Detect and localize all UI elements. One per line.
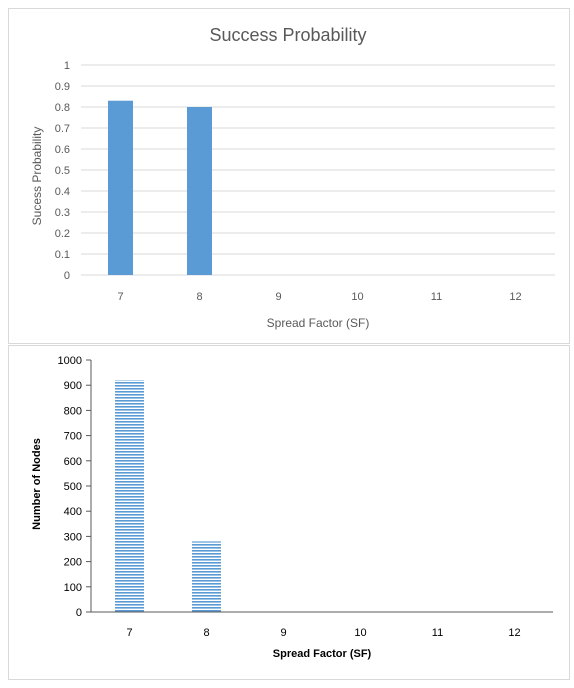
chart-title: Success Probability — [209, 25, 366, 45]
x-tick-label: 12 — [509, 291, 521, 303]
y-tick-label: 300 — [64, 531, 82, 543]
y-tick-label: 0.4 — [55, 186, 70, 198]
bar-sf-7 — [108, 100, 133, 275]
x-tick-label: 7 — [117, 291, 123, 303]
success-probability-chart: Success Probability 0 0.1 0.2 0.3 0.4 0.5 0.6 0… — [30, 25, 555, 330]
y-axis-label: Sucess Probability — [30, 127, 44, 226]
x-tick-label: 10 — [351, 291, 363, 303]
y-tick-label: 0 — [76, 607, 82, 619]
bar-sf-8 — [187, 107, 212, 275]
bar-sf-7 — [115, 380, 144, 612]
x-tick-label: 12 — [508, 627, 520, 639]
y-tick-label: 0.8 — [55, 102, 70, 114]
x-axis-label: Spread Factor (SF) — [267, 316, 370, 330]
y-tick-label: 0.6 — [55, 144, 70, 156]
y-tick-label: 500 — [64, 481, 82, 493]
x-tick-label: 11 — [431, 291, 442, 303]
x-tick-label: 11 — [432, 627, 443, 639]
y-tick-label: 0.5 — [55, 165, 70, 177]
x-tick-label: 10 — [354, 627, 366, 639]
y-tick-label: 800 — [64, 405, 82, 417]
y-tick-label: 0 — [64, 270, 70, 282]
y-tick-label: 0.2 — [55, 228, 70, 240]
y-tick-label: 0.1 — [55, 249, 70, 261]
y-tick-label: 200 — [64, 557, 82, 569]
y-tick-label: 700 — [64, 431, 82, 443]
y-tick-label: 0.9 — [55, 81, 70, 93]
bar-sf-8 — [192, 541, 221, 612]
y-tick-label: 1 — [64, 60, 70, 72]
number-of-nodes-chart: 0 100 200 300 400 500 600 700 800 900 1000 7 8 9 10 11… — [31, 355, 553, 660]
x-tick-label: 8 — [203, 627, 209, 639]
y-tick-label: 400 — [64, 506, 82, 518]
x-tick-label: 9 — [280, 627, 286, 639]
number-of-nodes-chart-panel: 0 100 200 300 400 500 600 700 800 900 1000 7 8 9 10 11… — [8, 345, 570, 680]
x-axis-label: Spread Factor (SF) — [273, 648, 372, 660]
y-tick-label: 1000 — [58, 355, 82, 367]
y-axis-label: Number of Nodes — [31, 438, 43, 530]
x-tick-label: 9 — [275, 291, 281, 303]
success-probability-chart-panel: Success Probability 0 0.1 0.2 0.3 0.4 0.5 0.6 0… — [8, 8, 570, 344]
y-tick-label: 600 — [64, 456, 82, 468]
x-tick-label: 7 — [126, 627, 132, 639]
y-tick-label: 0.7 — [55, 123, 70, 135]
y-tick-label: 0.3 — [55, 207, 70, 219]
y-tick-label: 100 — [64, 582, 82, 594]
x-tick-label: 8 — [196, 291, 202, 303]
y-tick-label: 900 — [64, 380, 82, 392]
